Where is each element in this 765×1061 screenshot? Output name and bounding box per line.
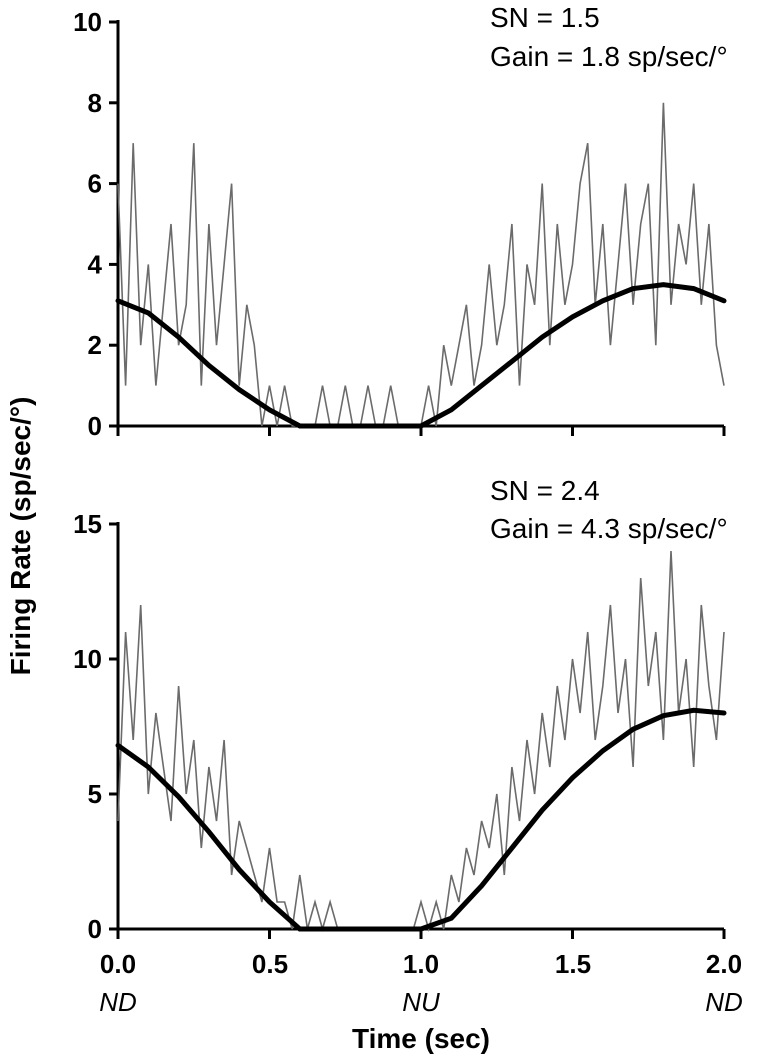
y-tick-label: 6 [88,169,102,199]
y-tick-label: 15 [73,509,102,539]
x-axis-label: Time (sec) [352,1023,490,1054]
direction-label-end: ND [705,987,743,1017]
y-tick-label: 0 [88,914,102,944]
x-tick-label-0: 0.0 [100,949,136,979]
x-tick-label-4: 2.0 [706,949,742,979]
top-panel: 0 2 4 6 8 10 SN = 1.5 Gain = 1.8 sp/sec/° [73,2,728,441]
y-tick-label: 5 [88,779,102,809]
raw-trace-line [117,102,725,427]
y-tick-label: 10 [73,7,102,37]
y-tick-label: 0 [88,411,102,441]
y-axis-label: Firing Rate (sp/sec/°) [5,397,36,676]
y-tick-label: 2 [88,330,102,360]
gain-annotation: Gain = 4.3 sp/sec/° [490,513,728,544]
fit-curve-line [115,707,727,932]
x-tick-label-3: 1.5 [555,949,591,979]
y-tick-label: 4 [88,249,103,279]
sn-annotation: SN = 2.4 [490,475,600,506]
bottom-panel: 0 5 10 15 SN = 2.4 Gain = 4.3 sp/sec/° [73,475,728,944]
gain-annotation: Gain = 1.8 sp/sec/° [490,41,728,72]
direction-label-mid: NU [402,987,440,1017]
x-tick-label-1: 0.5 [252,949,288,979]
y-tick-label: 10 [73,644,102,674]
sn-annotation: SN = 1.5 [490,2,600,33]
x-tick-label-2: 1.0 [403,949,439,979]
raw-trace-line [117,550,725,932]
y-tick-label: 8 [88,88,102,118]
fit-curve-line [115,282,727,429]
direction-label-start: ND [99,987,137,1017]
